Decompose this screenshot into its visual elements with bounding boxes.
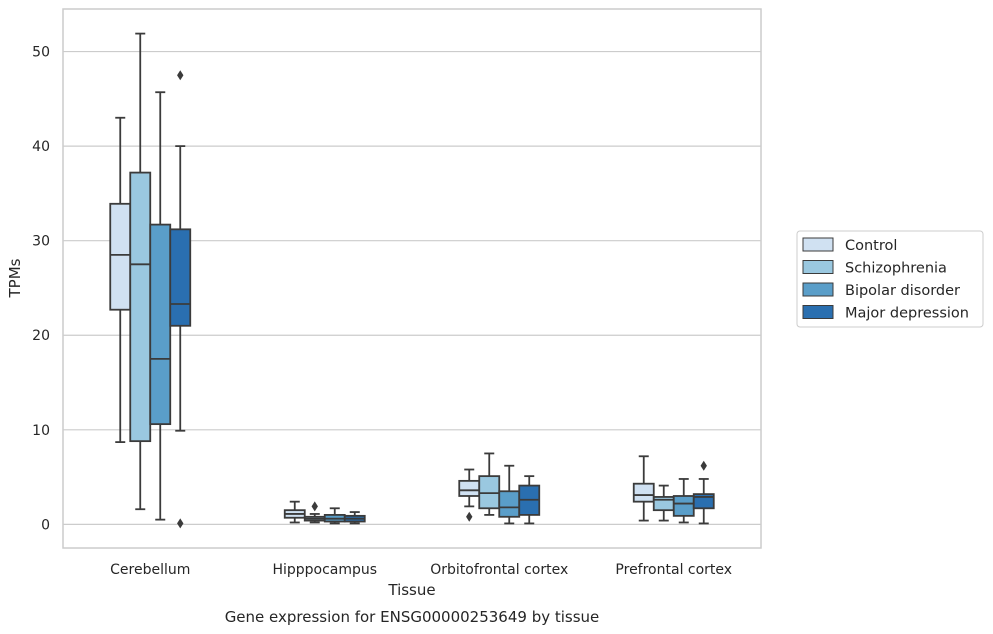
legend-label: Bipolar disorder [845, 283, 960, 299]
box-groups [109, 32, 715, 529]
outlier-point [311, 501, 318, 512]
y-tick-label: 50 [32, 45, 50, 61]
y-axis-title: TPMs [6, 258, 24, 298]
legend-swatch [802, 305, 834, 319]
x-tick-label: Prefrontal cortex [615, 562, 732, 578]
box-element [652, 484, 675, 522]
box-element [498, 464, 521, 525]
y-tick-label: 30 [32, 234, 50, 250]
y-tick-label: 20 [32, 328, 50, 344]
box-iqr [149, 223, 172, 426]
box-element [478, 452, 501, 516]
box-iqr [129, 171, 152, 443]
box-element [149, 91, 172, 521]
y-axis-ticks: 0 10 20 30 40 50 [32, 45, 50, 534]
plot-area-frame [62, 8, 762, 549]
chart-caption: Gene expression for ENSG00000253649 by t… [225, 608, 600, 626]
legend: Control Schizophrenia Bipolar disorder Majo… [796, 230, 984, 328]
x-tick-label: Orbitofrontal cortex [430, 562, 568, 578]
legend-swatch [802, 282, 834, 297]
y-tick-label: 0 [41, 517, 50, 533]
box-element [303, 501, 326, 524]
legend-label: Schizophrenia [845, 261, 947, 277]
box-element [283, 500, 306, 524]
y-tick-label: 10 [32, 423, 50, 439]
legend-swatch [802, 260, 834, 274]
x-tick-label: Hipppocampus [272, 562, 377, 578]
box-element [323, 507, 346, 525]
box-iqr [169, 228, 192, 327]
box-iqr [632, 482, 655, 503]
legend-swatch [802, 237, 834, 252]
box-iqr [498, 490, 521, 518]
y-tick-label: 40 [32, 139, 50, 155]
box-element [343, 511, 366, 525]
x-axis-ticks: Cerebellum Hipppocampus Orbitofrontal cort… [110, 562, 732, 578]
outlier-point [177, 518, 184, 529]
legend-label: Control [845, 238, 897, 254]
box-element [129, 32, 152, 511]
box-iqr [458, 479, 481, 497]
legend-label: Major depression [845, 306, 969, 322]
legend-frame [796, 230, 984, 328]
x-axis-title: Tissue [387, 581, 435, 599]
box-element [672, 478, 695, 524]
outlier-point [177, 70, 184, 81]
box-element [169, 70, 192, 529]
outlier-point [466, 511, 473, 522]
box-iqr [478, 475, 501, 510]
x-tick-label: Cerebellum [110, 562, 190, 578]
box-element [518, 475, 541, 525]
outlier-point [700, 460, 707, 471]
box-iqr [672, 495, 695, 517]
box-element [458, 468, 481, 522]
box-element [109, 116, 132, 443]
box-element [632, 455, 655, 522]
box-element [692, 460, 715, 525]
box-iqr [109, 202, 132, 311]
